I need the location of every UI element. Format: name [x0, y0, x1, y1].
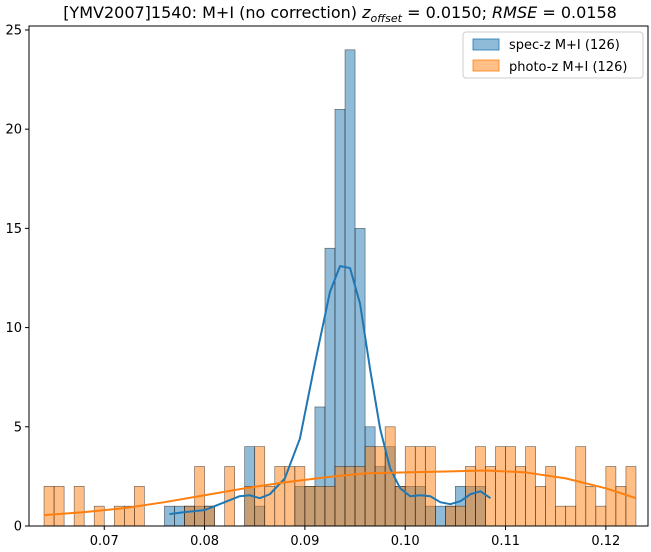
- bars-layer: [43, 49, 637, 527]
- bar-series0-x0.094: [344, 49, 356, 527]
- x-tick-label: 0.10: [391, 534, 420, 549]
- bar-series1-x0.069: [93, 505, 105, 527]
- bar-series1-x0.115: [555, 505, 567, 527]
- bar-series1-x0.084: [244, 486, 256, 527]
- bar-series1-x0.082: [224, 466, 235, 527]
- plot-frame: [28, 25, 649, 527]
- bar-series1-x0.095: [354, 466, 366, 527]
- kde-line-series1: [43, 469, 637, 517]
- y-tick-label: 0: [14, 520, 22, 535]
- bar-series1-x0.086: [264, 486, 276, 527]
- bar-series1-x0.097: [374, 446, 386, 527]
- bar-series1-x0.101: [414, 446, 426, 527]
- bar-series1-x0.110: [505, 446, 516, 527]
- bar-series1-x0.113: [535, 486, 546, 527]
- bar-series1-x0.120: [605, 466, 617, 527]
- y-tick-label: 15: [5, 222, 22, 237]
- y-axis: 0 5 10 15 20 25: [5, 23, 29, 535]
- bar-series1-x0.117: [575, 446, 587, 527]
- bar-series1-x0.067: [73, 486, 85, 527]
- x-tick-label: 0.12: [591, 534, 620, 549]
- x-axis: 0.07 0.08 0.09 0.10 0.11 0.12: [90, 526, 620, 549]
- bar-series1-x0.116: [565, 505, 577, 527]
- x-tick-label: 0.08: [190, 534, 219, 549]
- legend-label-spec-z: spec-z M+I (126): [509, 38, 620, 53]
- series-0-bars: [164, 49, 486, 527]
- y-tick-label: 20: [5, 123, 22, 138]
- bar-series1-x0.096: [364, 446, 376, 527]
- chart-title: [YMV2007]1540: M+I (no correction) zoffs…: [63, 3, 617, 25]
- bar-series0-x0.076: [164, 505, 175, 527]
- x-tick-label: 0.11: [491, 534, 520, 549]
- bar-series1-x0.104: [445, 505, 456, 527]
- bar-series1-x0.089: [294, 466, 306, 527]
- kde-line-series0: [169, 265, 492, 516]
- bar-series1-x0.109: [495, 446, 506, 527]
- bar-series1-x0.078: [184, 505, 195, 527]
- legend-label-photo-z: photo-z M+I (126): [509, 60, 627, 75]
- bar-series1-x0.105: [455, 505, 466, 527]
- bar-series1-x0.092: [324, 486, 336, 527]
- legend-frame: [462, 31, 644, 79]
- bar-series1-x0.091: [314, 486, 326, 527]
- bar-series0-x0.103: [435, 505, 446, 527]
- bar-series1-x0.065: [53, 486, 65, 527]
- series-1-bars: [43, 426, 637, 527]
- bar-series1-x0.090: [304, 486, 316, 527]
- bar-series1-x0.072: [124, 505, 135, 527]
- bar-series0-x0.093: [334, 109, 346, 527]
- bar-series1-x0.100: [404, 446, 416, 527]
- bar-series1-x0.087: [274, 466, 286, 527]
- bar-series1-x0.064: [43, 486, 55, 527]
- bar-series1-x0.112: [525, 446, 536, 527]
- legend: spec-z M+I (126) photo-z M+I (126): [462, 31, 644, 79]
- bar-series1-x0.107: [475, 446, 486, 527]
- bar-series1-x0.118: [585, 486, 597, 527]
- y-tick-label: 25: [5, 23, 22, 38]
- y-tick-label: 10: [5, 321, 22, 336]
- bar-series1-x0.102: [424, 446, 436, 527]
- legend-swatch-spec-z: [472, 38, 500, 51]
- legend-swatch-photo-z: [472, 59, 500, 72]
- bar-series0-x0.077: [174, 505, 185, 527]
- y-tick-label: 5: [14, 420, 22, 435]
- kde-layer: [43, 265, 637, 517]
- x-tick-label: 0.09: [290, 534, 319, 549]
- x-tick-label: 0.07: [90, 534, 119, 549]
- bar-series1-x0.111: [515, 466, 526, 527]
- bar-series1-x0.119: [595, 505, 607, 527]
